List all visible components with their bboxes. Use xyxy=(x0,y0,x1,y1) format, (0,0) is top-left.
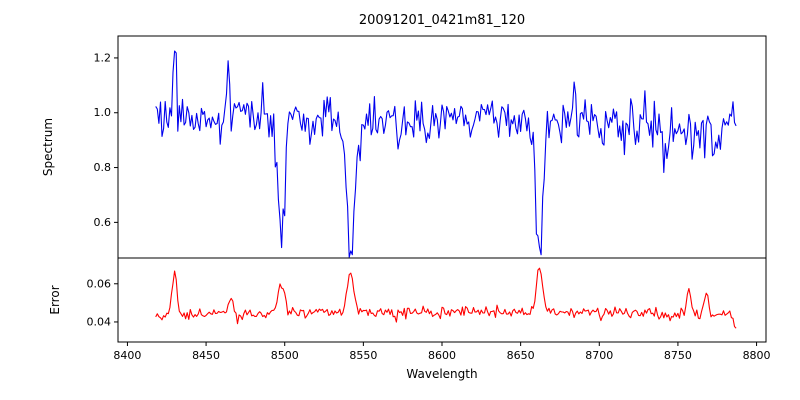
xtick-label: 8700 xyxy=(585,349,613,362)
xtick-label: 8650 xyxy=(507,349,535,362)
spectrum-line xyxy=(155,50,737,258)
spectrum-ytick-label: 0.8 xyxy=(94,161,112,174)
error-ytick-label: 0.06 xyxy=(87,277,112,290)
error-line xyxy=(155,267,737,329)
xtick-label: 8600 xyxy=(428,349,456,362)
x-axis-label: Wavelength xyxy=(406,367,478,381)
xtick-label: 8400 xyxy=(113,349,141,362)
chart-title: 20091201_0421m81_120 xyxy=(358,13,526,28)
error-panel-frame xyxy=(117,257,767,343)
xtick-label: 8500 xyxy=(271,349,299,362)
xtick-label: 8800 xyxy=(743,349,771,362)
xtick-label: 8750 xyxy=(664,349,692,362)
spectrum-ytick-label: 1.2 xyxy=(94,51,112,64)
spectrum-ytick-label: 1.0 xyxy=(94,106,112,119)
xtick-label: 8450 xyxy=(192,349,220,362)
y-axis-label-spectrum: Spectrum xyxy=(41,117,55,177)
error-ytick-label: 0.04 xyxy=(87,315,112,328)
xtick-label: 8550 xyxy=(349,349,377,362)
spectrum-ytick-label: 0.6 xyxy=(94,216,112,229)
y-axis-label-error: Error xyxy=(48,285,62,315)
